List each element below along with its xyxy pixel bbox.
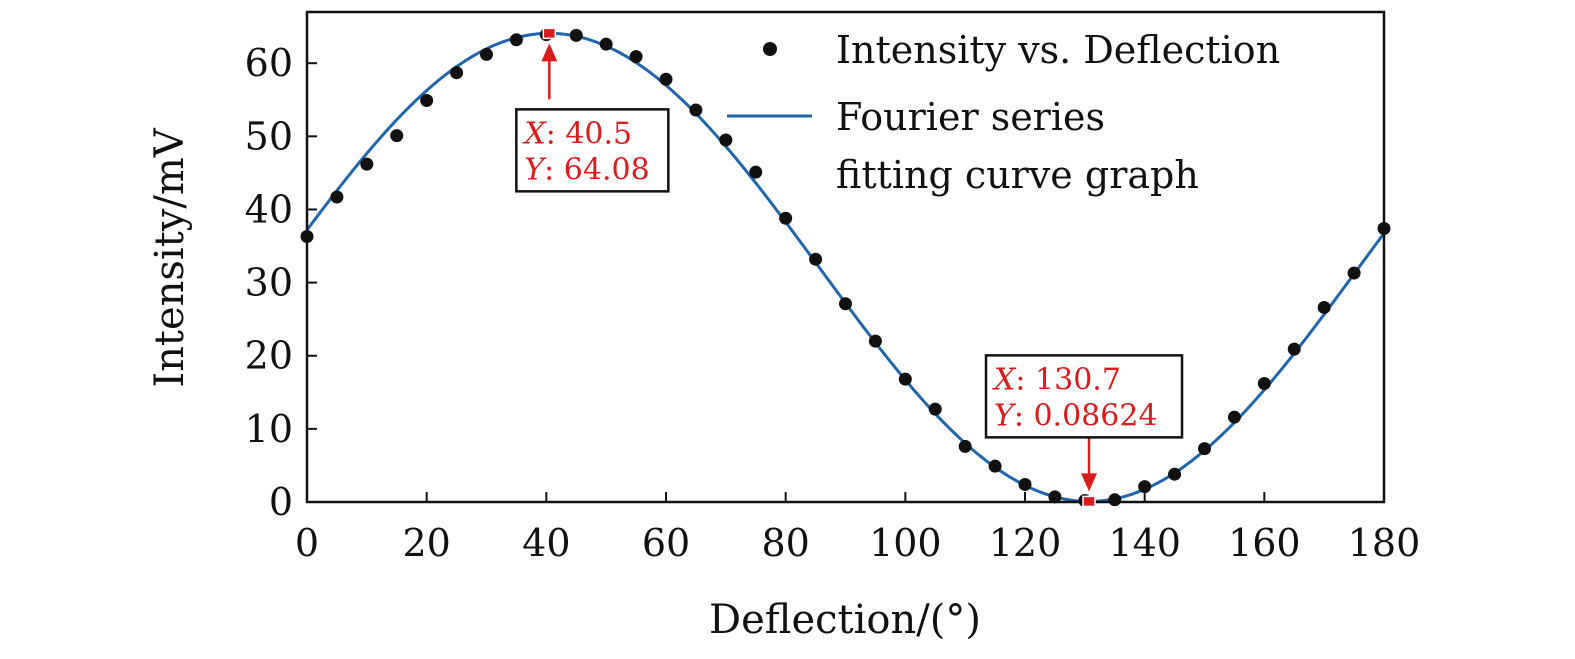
data-point — [509, 33, 523, 47]
data-point — [569, 28, 583, 42]
data-tip-y-value: : 0.08624 — [1014, 398, 1158, 433]
x-tick-label: 80 — [761, 521, 809, 565]
data-point — [659, 72, 673, 86]
data-tip-x-value: : 40.5 — [546, 116, 632, 151]
data-point — [1227, 410, 1241, 424]
y-tick-label: 60 — [245, 41, 293, 85]
y-tick-label: 50 — [245, 114, 293, 158]
data-tip-x-value: : 130.7 — [1015, 362, 1121, 397]
data-point — [1287, 342, 1301, 356]
data-tip-marker — [542, 27, 557, 40]
data-point — [1138, 480, 1152, 494]
data-point — [390, 129, 404, 143]
x-tick-label: 20 — [402, 521, 450, 565]
data-point — [1048, 490, 1062, 504]
data-tip-y-label: Y — [994, 398, 1017, 433]
data-point — [1347, 266, 1361, 280]
data-point — [360, 157, 374, 171]
data-point — [330, 190, 344, 204]
data-tip-y-text: Y: 64.08 — [524, 152, 649, 187]
data-point — [420, 93, 434, 107]
y-tick-label: 20 — [245, 334, 293, 378]
data-point — [988, 459, 1002, 473]
data-tip-y-text: Y: 0.08624 — [994, 398, 1158, 433]
data-point — [1018, 477, 1032, 491]
data-tip-y-label: Y — [524, 152, 547, 187]
axis-ticks: 0 20 40 60 80 100 120 140 160 180 0 10 20 30 40 50 60 — [245, 41, 1421, 565]
plot-area — [300, 28, 1391, 508]
data-point — [1108, 493, 1122, 507]
legend-label-scatter: Intensity vs. Deflection — [836, 28, 1280, 72]
data-point — [450, 66, 464, 80]
legend-label-fit-line1: Fourier series — [836, 95, 1105, 139]
data-point — [1317, 300, 1331, 314]
data-point — [719, 133, 733, 147]
data-point — [898, 372, 912, 386]
data-point — [809, 252, 823, 266]
x-axis-title: Deflection/(°) — [709, 597, 981, 643]
data-point — [779, 211, 793, 225]
data-tip-y-value: : 64.08 — [544, 152, 650, 187]
data-tip-x-label: X — [522, 116, 547, 151]
x-tick-label: 180 — [1348, 521, 1421, 565]
data-point — [958, 439, 972, 453]
plot-frame — [305, 10, 1386, 504]
data-tip-2: X: 130.7Y: 0.08624 — [984, 354, 1184, 508]
data-tip-arrowhead — [541, 43, 558, 62]
x-tick-label: 160 — [1228, 521, 1301, 565]
data-tip-x-text: X: 130.7 — [992, 362, 1121, 397]
data-point — [749, 165, 763, 179]
data-point — [629, 50, 643, 64]
x-tick-label: 0 — [295, 521, 319, 565]
y-tick-label: 0 — [269, 480, 293, 524]
x-tick-label: 40 — [522, 521, 570, 565]
legend-marker-scatter — [763, 42, 777, 56]
x-tick-label: 60 — [642, 521, 690, 565]
data-point — [839, 297, 852, 311]
data-tip-1: X: 40.5Y: 64.08 — [515, 27, 670, 193]
x-tick-label: 100 — [869, 521, 942, 565]
data-point — [689, 103, 703, 117]
data-point — [1168, 467, 1182, 481]
data-tip-marker — [1082, 495, 1096, 508]
y-axis-title: Intensity/mV — [147, 127, 193, 387]
data-point — [868, 334, 882, 348]
data-point — [480, 47, 493, 61]
data-point — [928, 402, 942, 416]
annotations: X: 40.5Y: 64.08X: 130.7Y: 0.08624 — [515, 27, 1184, 508]
data-tip-box — [515, 108, 670, 193]
data-tip-x-label: X — [992, 362, 1017, 397]
data-point — [1198, 442, 1211, 456]
legend: Intensity vs. Deflection Fourier series … — [727, 28, 1280, 197]
x-tick-label: 120 — [989, 521, 1062, 565]
data-tip-box — [984, 354, 1184, 439]
data-point — [599, 37, 613, 51]
y-tick-label: 30 — [245, 261, 293, 305]
y-tick-label: 10 — [245, 407, 293, 451]
data-tip-x-text: X: 40.5 — [522, 116, 632, 151]
y-tick-label: 40 — [245, 187, 293, 231]
data-tip-arrowhead — [1081, 473, 1098, 492]
data-point — [1257, 377, 1271, 391]
x-tick-label: 140 — [1108, 521, 1181, 565]
legend-label-fit-line2: fitting curve graph — [836, 153, 1199, 197]
